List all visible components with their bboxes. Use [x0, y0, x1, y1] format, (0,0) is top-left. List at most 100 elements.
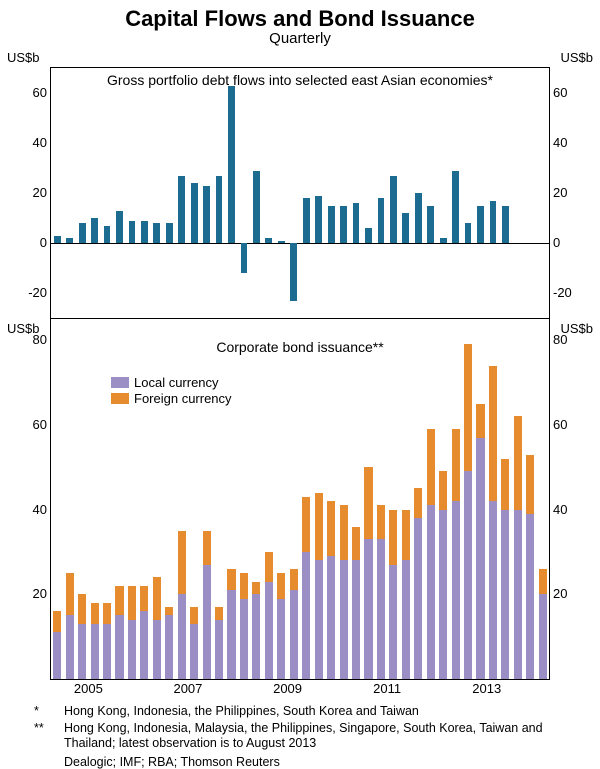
- local-currency-bar: [489, 501, 497, 679]
- foreign-currency-bar: [414, 488, 422, 518]
- top-plot-area: [51, 68, 549, 318]
- chart-title: Capital Flows and Bond Issuance: [0, 0, 600, 32]
- foreign-currency-bar: [78, 594, 86, 624]
- footnote-text: Hong Kong, Indonesia, the Philippines, S…: [64, 704, 419, 718]
- bottom-panel: US$b US$b Corporate bond issuance** Loca…: [50, 319, 550, 680]
- local-currency-bar: [476, 438, 484, 679]
- ytick-left: 20: [33, 185, 51, 200]
- foreign-currency-bar: [352, 527, 360, 561]
- debt-flow-bar: [440, 238, 447, 243]
- foreign-currency-bar: [377, 505, 385, 539]
- local-currency-bar: [539, 594, 547, 679]
- debt-flow-bar: [427, 206, 434, 244]
- ytick-left: 20: [33, 586, 51, 601]
- ytick-right: 40: [549, 502, 567, 517]
- debt-flow-bar: [141, 221, 148, 244]
- foreign-currency-bar: [91, 603, 99, 624]
- debt-flow-bar: [253, 171, 260, 244]
- foreign-currency-bar: [115, 586, 123, 616]
- local-currency-bar: [178, 594, 186, 679]
- foreign-currency-bar: [153, 577, 161, 619]
- debt-flow-bar: [178, 176, 185, 244]
- local-currency-bar: [203, 565, 211, 679]
- foreign-currency-bar: [439, 471, 447, 509]
- ytick-right: 60: [549, 85, 567, 100]
- foreign-currency-bar: [402, 510, 410, 561]
- debt-flow-bar: [402, 213, 409, 243]
- foreign-currency-bar: [327, 501, 335, 556]
- ytick-right: 20: [549, 185, 567, 200]
- xtick: 2007: [173, 679, 202, 696]
- debt-flow-bar: [477, 206, 484, 244]
- foreign-currency-bar: [103, 603, 111, 624]
- ytick-left: 60: [33, 85, 51, 100]
- foreign-currency-bar: [203, 531, 211, 565]
- chart-container: Capital Flows and Bond Issuance Quarterl…: [0, 0, 600, 767]
- foreign-currency-bar: [227, 569, 235, 590]
- foreign-currency-bar: [265, 552, 273, 582]
- foreign-currency-bar: [290, 569, 298, 590]
- debt-flow-bar: [116, 211, 123, 244]
- foreign-currency-bar: [452, 429, 460, 501]
- ytick-left: 80: [33, 332, 51, 347]
- foreign-currency-bar: [501, 459, 509, 510]
- top-ylabel-left: US$b: [7, 50, 40, 65]
- local-currency-bar: [240, 599, 248, 679]
- local-currency-bar: [315, 560, 323, 679]
- foreign-currency-bar: [240, 573, 248, 598]
- debt-flow-bar: [228, 86, 235, 244]
- local-currency-bar: [290, 590, 298, 679]
- sources: Sources: Dealogic; IMF; RBA; Thomson Reu…: [0, 753, 600, 769]
- local-currency-bar: [227, 590, 235, 679]
- ytick-right: 80: [549, 332, 567, 347]
- local-currency-bar: [501, 510, 509, 679]
- foreign-currency-bar: [178, 531, 186, 595]
- foreign-currency-bar: [364, 467, 372, 539]
- footnote-text: Hong Kong, Indonesia, Malaysia, the Phil…: [64, 721, 543, 751]
- top-panel: US$b US$b Gross portfolio debt flows int…: [50, 67, 550, 319]
- footnotes: *Hong Kong, Indonesia, the Philippines, …: [0, 698, 600, 752]
- top-ylabel-right: US$b: [560, 50, 593, 65]
- foreign-currency-bar: [315, 493, 323, 561]
- foreign-currency-bar: [489, 366, 497, 502]
- local-currency-bar: [91, 624, 99, 679]
- xtick: 2009: [273, 679, 302, 696]
- foreign-currency-bar: [539, 569, 547, 594]
- foreign-currency-bar: [389, 510, 397, 565]
- foreign-currency-bar: [140, 586, 148, 611]
- local-currency-bar: [389, 565, 397, 679]
- debt-flow-bar: [415, 193, 422, 243]
- local-currency-bar: [140, 611, 148, 679]
- ytick-left: 60: [33, 417, 51, 432]
- local-currency-bar: [427, 505, 435, 679]
- local-currency-bar: [277, 599, 285, 679]
- foreign-currency-bar: [66, 573, 74, 615]
- debt-flow-bar: [91, 218, 98, 243]
- local-currency-bar: [252, 594, 260, 679]
- ytick-left: 40: [33, 135, 51, 150]
- debt-flow-bar: [303, 198, 310, 243]
- debt-flow-bar: [328, 206, 335, 244]
- local-currency-bar: [402, 560, 410, 679]
- local-currency-bar: [352, 560, 360, 679]
- xtick: 2011: [373, 679, 401, 696]
- debt-flow-bar: [203, 186, 210, 244]
- footnote: **Hong Kong, Indonesia, Malaysia, the Ph…: [64, 721, 590, 752]
- zero-line: [51, 243, 549, 244]
- footnote-marker: **: [34, 721, 44, 737]
- local-currency-bar: [66, 615, 74, 679]
- debt-flow-bar: [378, 198, 385, 243]
- debt-flow-bar: [66, 238, 73, 243]
- debt-flow-bar: [465, 223, 472, 243]
- local-currency-bar: [78, 624, 86, 679]
- bottom-plot-area: [51, 319, 549, 679]
- local-currency-bar: [464, 471, 472, 679]
- ytick-left: 0: [40, 235, 51, 250]
- local-currency-bar: [327, 556, 335, 679]
- debt-flow-bar: [390, 176, 397, 244]
- foreign-currency-bar: [277, 573, 285, 598]
- ytick-left: -20: [28, 285, 51, 300]
- local-currency-bar: [53, 632, 61, 679]
- debt-flow-bar: [54, 236, 61, 244]
- xtick: 2013: [472, 679, 501, 696]
